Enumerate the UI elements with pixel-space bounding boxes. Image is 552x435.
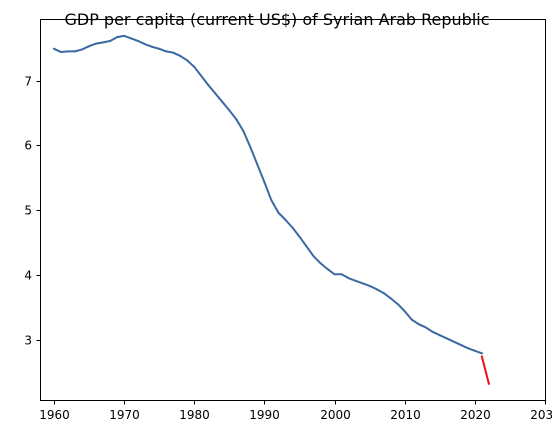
y-tick-label: 5 (24, 204, 32, 218)
series-0 (53, 34, 483, 355)
data-point (193, 65, 196, 68)
data-point (438, 334, 441, 337)
y-axis: 3 4 5 6 7 (24, 75, 41, 348)
data-point (284, 218, 287, 221)
data-point (270, 199, 273, 202)
data-point (151, 45, 154, 48)
data-point (102, 41, 105, 44)
data-point (480, 352, 483, 355)
data-point (340, 273, 343, 276)
data-point (109, 40, 112, 43)
data-point (445, 337, 448, 340)
data-point (396, 303, 399, 306)
data-point (347, 277, 350, 280)
data-point (319, 262, 322, 265)
data-point (305, 245, 308, 248)
data-point (480, 355, 483, 358)
series-line-0 (53, 34, 483, 355)
data-point (361, 282, 364, 285)
x-tick-label: 1960 (39, 408, 70, 422)
data-point (221, 100, 224, 103)
data-point (172, 51, 175, 54)
data-point (179, 54, 182, 57)
data-point (473, 349, 476, 352)
x-tick-label: 1980 (179, 408, 210, 422)
data-point (158, 47, 161, 50)
y-tick-label: 6 (24, 139, 32, 153)
data-point (487, 382, 490, 385)
data-point (242, 130, 245, 133)
data-point (417, 323, 420, 326)
data-point (298, 235, 301, 238)
data-point (382, 292, 385, 295)
y-tick-label: 4 (24, 269, 32, 283)
data-point (403, 310, 406, 313)
data-point (249, 146, 252, 149)
y-tick-label: 3 (24, 334, 32, 348)
data-point (200, 75, 203, 78)
data-point (312, 255, 315, 258)
data-point (116, 36, 119, 39)
data-point (354, 279, 357, 282)
data-point (207, 84, 210, 87)
x-tick-label: 2010 (390, 408, 421, 422)
data-point (95, 42, 98, 45)
data-point (333, 273, 336, 276)
data-point (53, 47, 56, 50)
x-tick-label: 1970 (109, 408, 140, 422)
data-point (81, 48, 84, 51)
data-point (263, 181, 266, 184)
data-point (74, 50, 77, 53)
data-point (144, 43, 147, 46)
data-point (123, 34, 126, 37)
x-tick-label: 2000 (320, 408, 351, 422)
data-point (424, 326, 427, 329)
x-tick-label: 1990 (249, 408, 280, 422)
data-point (431, 330, 434, 333)
data-point (88, 45, 91, 48)
data-point (459, 343, 462, 346)
data-point (389, 297, 392, 300)
data-point (214, 92, 217, 95)
data-point (375, 288, 378, 291)
series-1 (480, 355, 490, 385)
data-point (291, 226, 294, 229)
series-layer (53, 34, 490, 385)
data-point (466, 347, 469, 350)
data-point (186, 59, 189, 62)
data-point (130, 37, 133, 40)
x-tick-label: 2030 (530, 408, 552, 422)
y-tick-label: 7 (24, 75, 32, 89)
x-axis: 1960 1970 1980 1990 2000 2010 2020 2030 (39, 400, 552, 422)
series-line-1 (480, 355, 490, 385)
axes-frame (40, 19, 546, 401)
data-point (452, 340, 455, 343)
data-point (228, 109, 231, 112)
data-point (60, 51, 63, 54)
data-point (67, 50, 70, 53)
data-point (326, 268, 329, 271)
data-point (235, 118, 238, 121)
data-point (410, 318, 413, 321)
data-point (277, 211, 280, 214)
x-tick-label: 2020 (460, 408, 491, 422)
data-point (137, 40, 140, 43)
data-point (165, 50, 168, 53)
data-point (256, 163, 259, 166)
data-point (368, 284, 371, 287)
